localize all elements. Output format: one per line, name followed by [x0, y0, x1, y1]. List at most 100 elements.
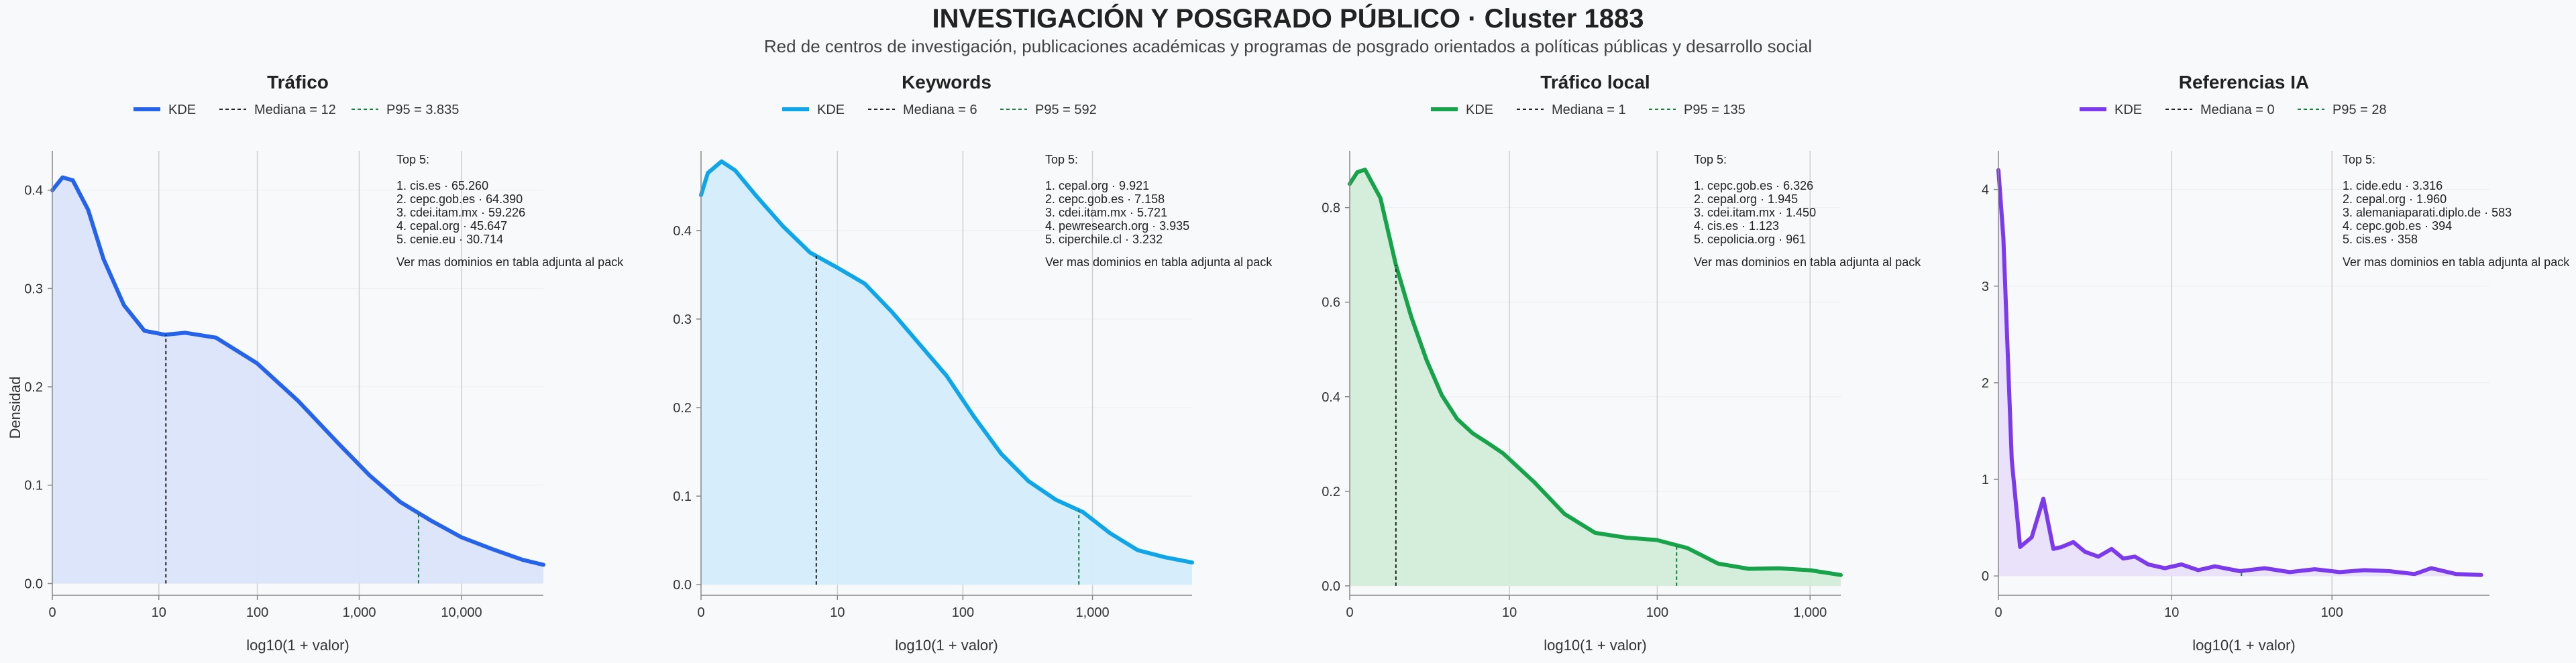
top5-item: 4. pewresearch.org · 3.935 — [1045, 219, 1189, 233]
top5-item: 1. cide.edu · 3.316 — [2343, 179, 2443, 192]
kde-line — [1348, 168, 1843, 577]
x-axis-label: log10(1 + valor) — [2192, 637, 2295, 654]
legend-kde-label: KDE — [1466, 103, 1493, 117]
y-tick-label: 0.1 — [24, 479, 43, 493]
page-title: INVESTIGACIÓN Y POSGRADO PÚBLICO · Clust… — [932, 4, 1644, 34]
y-tick-label: 0.0 — [673, 578, 692, 593]
y-tick-label: 0.1 — [673, 489, 692, 504]
top5-heading: Top 5: — [396, 153, 429, 166]
x-axis-label: log10(1 + valor) — [895, 637, 998, 654]
top5-item: 2. cepc.gob.es · 64.390 — [396, 192, 523, 206]
x-axis-label: log10(1 + valor) — [1544, 637, 1646, 654]
y-tick-label: 0.2 — [673, 401, 692, 416]
y-tick-label: 2 — [1982, 376, 1989, 391]
y-tick-label: 0.0 — [24, 577, 43, 591]
x-tick-label: 0 — [1994, 605, 2002, 620]
legend-kde-label: KDE — [2114, 103, 2142, 117]
x-tick-label: 100 — [1646, 605, 1668, 620]
chart-title: Keywords — [902, 72, 991, 93]
x-tick-label: 10 — [1502, 605, 1517, 620]
kde-area — [701, 161, 1192, 585]
top5-item: 4. cepal.org · 45.647 — [396, 219, 507, 233]
y-tick-label: 0.8 — [1322, 201, 1340, 216]
y-tick-label: 4 — [1982, 183, 1989, 198]
top5-item: 3. cdei.itam.mx · 5.721 — [1045, 206, 1167, 219]
top5-footer: Ver mas dominios en tabla adjunta al pac… — [1694, 255, 1921, 269]
chart-title: Referencias IA — [2179, 72, 2310, 93]
y-tick-label: 0.4 — [673, 224, 692, 239]
top5-item: 2. cepal.org · 1.945 — [1694, 192, 1798, 206]
kde-area — [52, 177, 543, 584]
kde-area — [1350, 170, 1841, 586]
top5-footer: Ver mas dominios en tabla adjunta al pac… — [396, 255, 624, 269]
x-tick-label: 1,000 — [1076, 605, 1110, 620]
chart-panel-3: Tráfico local KDE Mediana = 1 P95 = 135 0.0 0… — [1322, 72, 1921, 654]
y-axis-label: Densidad — [7, 377, 23, 439]
top5-item: 5. ciperchile.cl · 3.232 — [1045, 233, 1163, 246]
y-tick-label: 0.4 — [24, 184, 43, 198]
chart-panel-1: Tráfico KDE Mediana = 12 P95 = 3.835 0.0 0.1 0… — [24, 72, 624, 654]
legend-kde-label: KDE — [817, 103, 845, 117]
chart-panel-4: Referencias IA KDE Mediana = 0 P95 = 28 0 1 2 3… — [1982, 72, 2570, 654]
x-tick-label: 0 — [48, 605, 56, 620]
legend-median-label: Mediana = 0 — [2200, 103, 2275, 117]
legend-median-label: Mediana = 6 — [903, 103, 977, 117]
chart-title: Tráfico — [267, 72, 329, 93]
top5-item: 4. cis.es · 1.123 — [1694, 219, 1779, 233]
top5-item: 4. cepc.gob.es · 394 — [2343, 219, 2452, 233]
top5-item: 3. alemaniaparati.diplo.de · 583 — [2343, 206, 2512, 219]
y-tick-label: 3 — [1982, 280, 1989, 294]
legend-p95-label: P95 = 135 — [1684, 103, 1746, 117]
legend-median-label: Mediana = 12 — [254, 103, 336, 117]
y-tick-label: 0.2 — [1322, 485, 1340, 499]
y-tick-label: 0.6 — [1322, 296, 1340, 310]
top5-heading: Top 5: — [2343, 153, 2375, 166]
kde-area — [1998, 170, 2481, 577]
top5-heading: Top 5: — [1045, 153, 1078, 166]
page-subtitle: Red de centros de investigación, publica… — [763, 36, 1813, 56]
top5-heading: Top 5: — [1694, 153, 1727, 166]
x-tick-label: 10 — [2164, 605, 2179, 620]
top5-item: 1. cis.es · 65.260 — [396, 179, 488, 192]
x-tick-label: 1,000 — [1793, 605, 1827, 620]
top5-footer: Ver mas dominios en tabla adjunta al pac… — [2343, 255, 2570, 269]
legend-p95-label: P95 = 592 — [1035, 103, 1097, 117]
top5-item: 3. cdei.itam.mx · 59.226 — [396, 206, 525, 219]
x-tick-label: 0 — [1346, 605, 1353, 620]
y-tick-label: 1 — [1982, 473, 1989, 487]
x-tick-label: 100 — [952, 605, 974, 620]
top5-item: 5. cis.es · 358 — [2343, 233, 2418, 246]
top5-item: 5. cenie.eu · 30.714 — [396, 233, 503, 246]
chart-title: Tráfico local — [1540, 72, 1650, 93]
top5-item: 3. cdei.itam.mx · 1.450 — [1694, 206, 1816, 219]
top5-footer: Ver mas dominios en tabla adjunta al pac… — [1045, 255, 1273, 269]
y-tick-label: 0 — [1982, 569, 1989, 584]
x-tick-label: 1,000 — [342, 605, 376, 620]
top5-item: 2. cepc.gob.es · 7.158 — [1045, 192, 1165, 206]
top5-item: 5. cepolicia.org · 961 — [1694, 233, 1806, 246]
top5-item: 2. cepal.org · 1.960 — [2343, 192, 2447, 206]
y-tick-label: 0.3 — [24, 282, 43, 296]
top5-item: 1. cepc.gob.es · 6.326 — [1694, 179, 1813, 192]
y-tick-label: 0.0 — [1322, 579, 1340, 594]
kde-line — [1996, 168, 2483, 577]
y-tick-label: 0.2 — [24, 380, 43, 395]
legend-kde-label: KDE — [168, 103, 196, 117]
chart-panel-2: Keywords KDE Mediana = 6 P95 = 592 0.0 0.1 0.2… — [673, 72, 1273, 654]
kde-line — [50, 175, 545, 567]
x-tick-label: 0 — [697, 605, 704, 620]
x-tick-label: 10 — [830, 605, 845, 620]
legend-p95-label: P95 = 28 — [2332, 103, 2387, 117]
x-tick-label: 100 — [2321, 605, 2343, 620]
x-tick-label: 10,000 — [441, 605, 482, 620]
kde-line — [699, 159, 1194, 565]
legend-median-label: Mediana = 1 — [1552, 103, 1626, 117]
y-tick-label: 0.3 — [673, 312, 692, 327]
legend-p95-label: P95 = 3.835 — [386, 103, 459, 117]
x-axis-label: log10(1 + valor) — [246, 637, 349, 654]
x-tick-label: 100 — [246, 605, 268, 620]
